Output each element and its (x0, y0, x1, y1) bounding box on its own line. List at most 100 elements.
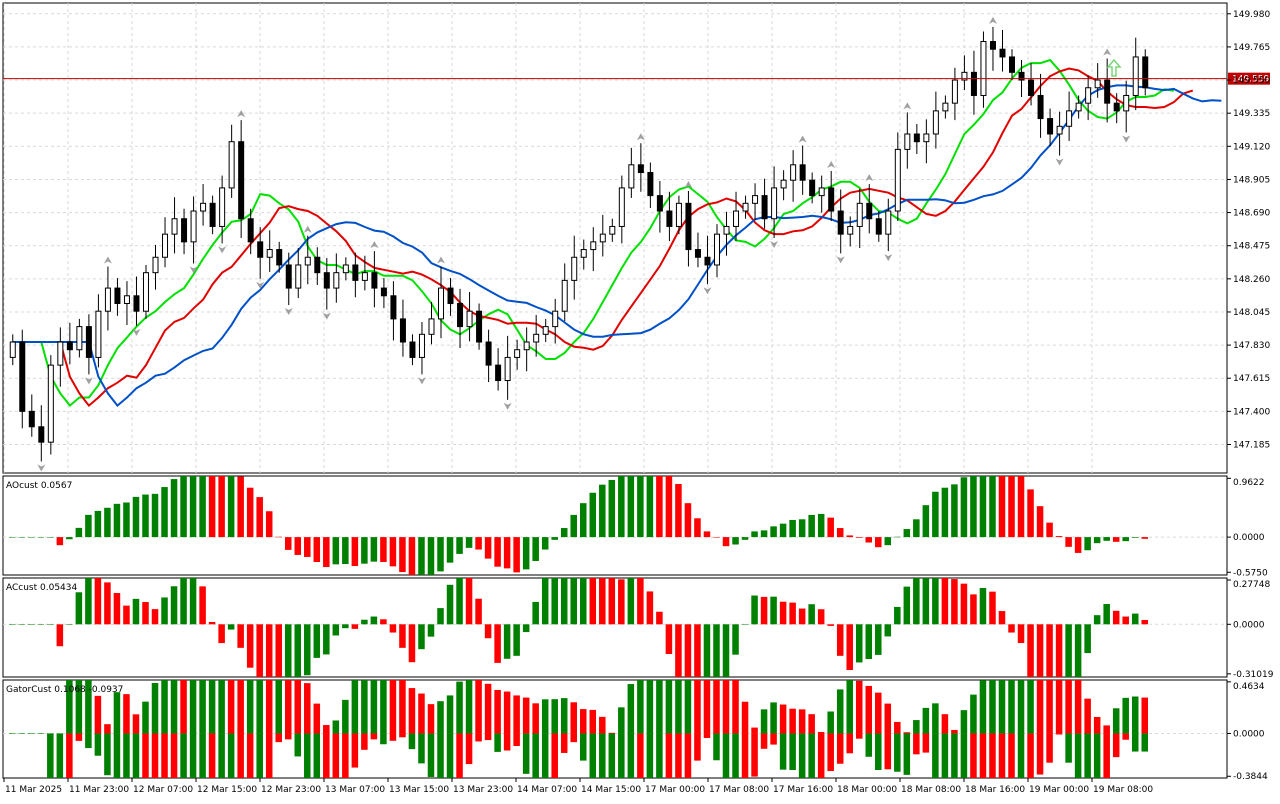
gator-upper-bar (770, 702, 777, 734)
gator-upper-bar (789, 708, 796, 734)
ao-bar (104, 507, 111, 538)
candle (342, 257, 349, 281)
ma-blue-line (12, 84, 1222, 408)
candles-group (9, 26, 1149, 462)
ao-bar (132, 496, 140, 538)
gator-upper-bar (913, 720, 920, 734)
candle (209, 195, 216, 235)
candle (961, 55, 968, 91)
fractal-down-icon (37, 464, 46, 472)
candle (1132, 37, 1139, 111)
ao-bar (618, 476, 625, 538)
gator-lower-bar (779, 733, 787, 770)
gator-upper-bar (199, 680, 206, 734)
candle (162, 217, 169, 268)
ao-bar (1131, 537, 1139, 538)
candle (228, 124, 235, 198)
gator-lower-bar (560, 733, 568, 753)
ao-bar (703, 531, 711, 538)
gator-upper-bar (855, 680, 863, 734)
gator-lower-bar (1084, 733, 1091, 778)
gator-lower-bar (960, 733, 968, 778)
candle (495, 348, 502, 391)
gator-lower-bar (418, 733, 425, 764)
ao-bar (951, 484, 958, 538)
gator-histogram (9, 680, 1148, 778)
fractal-down-icon (1055, 158, 1064, 166)
x-axis-label: 12 Mar 15:00 (197, 785, 257, 795)
candle (970, 50, 977, 115)
ac-bar (256, 624, 263, 677)
ao-bar (751, 531, 758, 538)
gator-lower-bar (151, 733, 159, 778)
fractal-up-icon (1103, 48, 1112, 56)
ao-bar (913, 519, 920, 538)
gator-upper-bar (1036, 680, 1044, 734)
gator-lower-bar (1065, 733, 1072, 763)
ac-bar (170, 586, 178, 625)
ac-bar (618, 579, 625, 625)
ac-bar (265, 624, 273, 677)
x-axis-label: 11 Mar 23:00 (69, 785, 129, 795)
ao-bar (865, 537, 873, 543)
candle (571, 235, 578, 300)
gator-y-tick-label: -0.3844 (1233, 772, 1268, 782)
candle (295, 248, 302, 299)
ao-bar (351, 537, 359, 567)
ac-bar (1141, 619, 1148, 625)
gator-lower-bar (1055, 733, 1063, 735)
gator-upper-bar (123, 694, 130, 734)
gator-lower-bar (361, 733, 368, 750)
candle (1104, 58, 1111, 123)
ao-bar (589, 492, 597, 538)
ao-bar (836, 528, 844, 538)
gator-upper-bar (884, 703, 892, 734)
ac-bar (456, 578, 463, 625)
ac-bar (151, 609, 159, 625)
gator-upper-bar (779, 704, 787, 734)
candle (38, 405, 45, 462)
fractal-down-icon (256, 281, 265, 289)
ac-bar (275, 624, 282, 677)
gator-upper-bar (656, 680, 663, 734)
ac-bar (142, 602, 149, 625)
x-axis-label: 19 Mar 08:00 (1093, 785, 1153, 795)
gator-upper-bar (208, 680, 216, 734)
gator-upper-bar (284, 680, 292, 734)
ac-bar (9, 624, 16, 625)
gator-lower-bar (1074, 733, 1082, 778)
candle (523, 327, 530, 372)
ac-bar (599, 578, 606, 625)
candle (580, 239, 587, 270)
fractal-up-icon (370, 241, 379, 249)
ac-bar (132, 598, 140, 625)
gator-lower-bar (551, 733, 558, 778)
candle (142, 264, 149, 319)
gator-upper-bar (218, 680, 225, 734)
gator-lower-bar (342, 733, 349, 778)
gator-upper-bar (1017, 680, 1025, 734)
candle (989, 26, 996, 71)
gator-lower-bar (722, 733, 730, 778)
candle (609, 218, 616, 242)
ac-bar (237, 624, 244, 648)
ao-bar (1008, 476, 1015, 538)
fractal-up-icon (636, 133, 645, 141)
candle (133, 276, 140, 326)
gator-upper-bar (1074, 680, 1082, 734)
gator-upper-bar (142, 701, 149, 734)
ac-bar (846, 624, 853, 670)
gator-upper-bar (294, 680, 302, 734)
gator-upper-bar (1122, 697, 1129, 734)
gator-lower-bar (237, 733, 244, 778)
gator-upper-bar (66, 680, 73, 734)
gator-upper-bar (446, 695, 454, 734)
gator-upper-bar (599, 716, 606, 734)
gator-upper-bar (1131, 696, 1139, 734)
x-axis-label: 13 Mar 23:00 (453, 785, 513, 795)
gator-upper-bar (399, 680, 406, 734)
candle (238, 120, 245, 238)
x-axis-label: 12 Mar 23:00 (261, 785, 321, 795)
